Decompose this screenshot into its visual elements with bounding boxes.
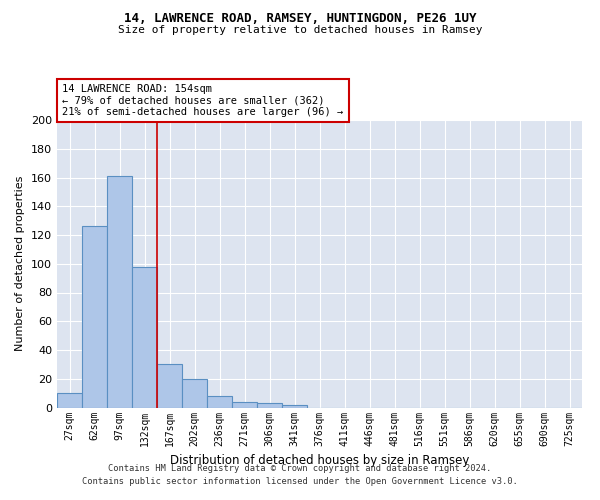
Bar <box>207 396 232 407</box>
Bar <box>107 176 132 408</box>
Bar <box>132 266 157 408</box>
Text: Size of property relative to detached houses in Ramsey: Size of property relative to detached ho… <box>118 25 482 35</box>
Bar <box>282 404 307 407</box>
Bar <box>157 364 182 408</box>
Text: Contains HM Land Registry data © Crown copyright and database right 2024.: Contains HM Land Registry data © Crown c… <box>109 464 491 473</box>
Bar <box>82 226 107 408</box>
Bar <box>57 393 82 407</box>
Bar <box>232 402 257 407</box>
Text: 14 LAWRENCE ROAD: 154sqm
← 79% of detached houses are smaller (362)
21% of semi-: 14 LAWRENCE ROAD: 154sqm ← 79% of detach… <box>62 84 343 117</box>
Bar <box>182 379 207 408</box>
Bar <box>257 403 282 407</box>
Text: 14, LAWRENCE ROAD, RAMSEY, HUNTINGDON, PE26 1UY: 14, LAWRENCE ROAD, RAMSEY, HUNTINGDON, P… <box>124 12 476 26</box>
Text: Contains public sector information licensed under the Open Government Licence v3: Contains public sector information licen… <box>82 478 518 486</box>
X-axis label: Distribution of detached houses by size in Ramsey: Distribution of detached houses by size … <box>170 454 469 467</box>
Y-axis label: Number of detached properties: Number of detached properties <box>16 176 25 352</box>
